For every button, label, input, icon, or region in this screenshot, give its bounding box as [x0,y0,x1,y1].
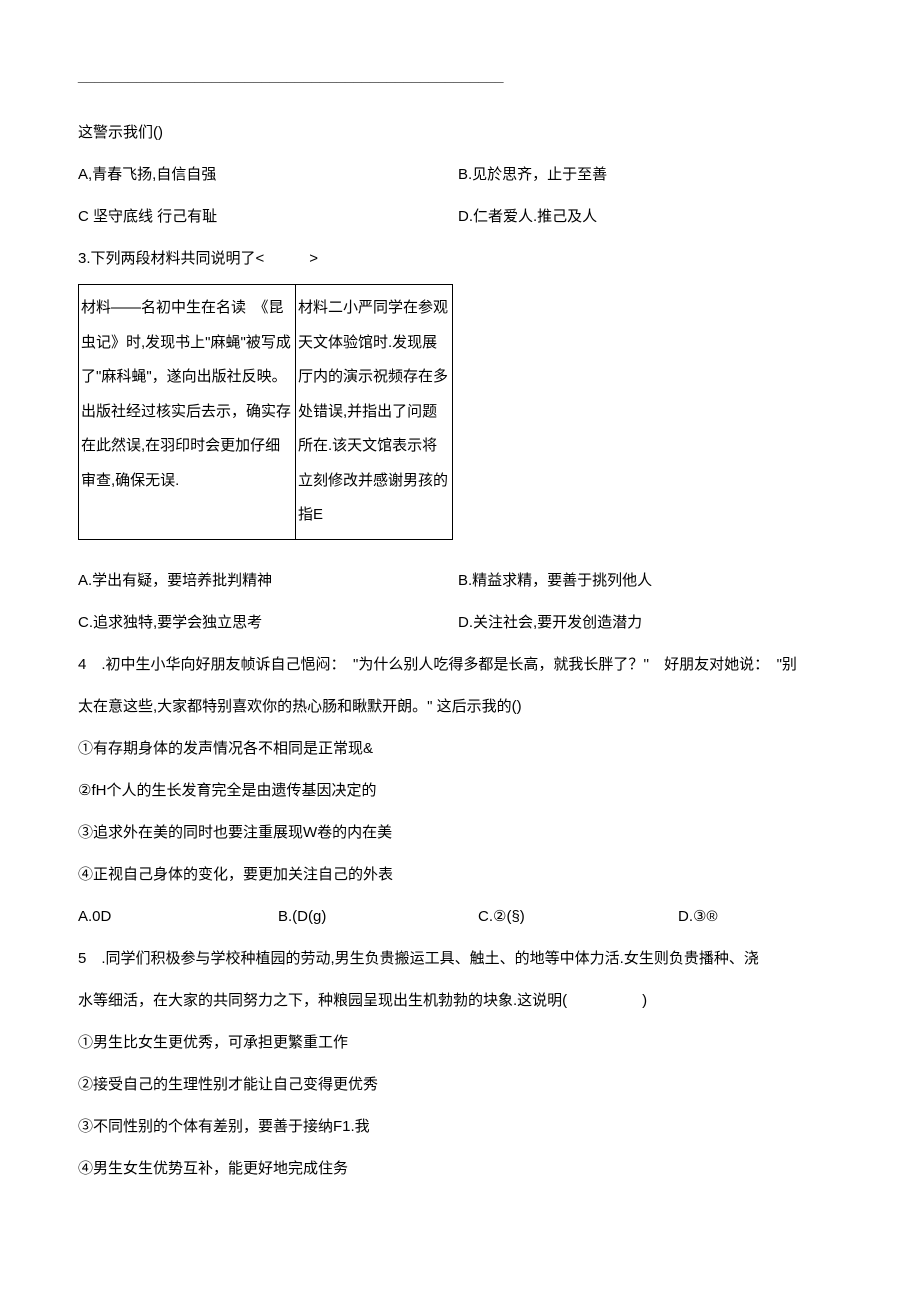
q2-prompt: 这警示我们() [78,112,842,154]
q3-material2: 材料二小严同学在参观天文体验馆时.发现展厅内的演示祝频存在多处错误,并指出了问题… [296,285,453,540]
q3-material-table: 材料——名初中生在名读 《昆虫记》时,发现书上"麻蝇"被写成了"麻科蝇"，遂向出… [78,284,453,540]
q3-option-c: C.追求独特,要学会独立思考 [78,602,458,644]
q2-option-b: B.见於思齐，止于至善 [458,154,842,196]
q4-option-d: D.③® [678,896,842,938]
q2-option-a: A,青春飞扬,自信自强 [78,154,458,196]
q4-option-c: C.②(§) [478,896,678,938]
q5-statement-3: ③不同性别的个体有差别，要善于接纳F1.我 [78,1106,842,1148]
q5-line1: 5 .同学们积极参与学校种植园的劳动,男生负贵搬运工具、触土、的地等中体力活.女… [78,938,842,980]
q4-option-b: B.(D(g) [278,896,478,938]
blank-underline: ________________________________________… [78,55,842,97]
q4-statement-1: ①有存期身体的发声情况各不相同是正常现& [78,728,842,770]
q5-statement-4: ④男生女生优势互补，能更好地完成住务 [78,1148,842,1190]
q2-option-c: C 坚守底线 行己有耻 [78,196,458,238]
q4-option-a: A.0D [78,896,278,938]
q3-material1: 材料——名初中生在名读 《昆虫记》时,发现书上"麻蝇"被写成了"麻科蝇"，遂向出… [79,285,296,540]
q5-statement-1: ①男生比女生更优秀，可承担更繁重工作 [78,1022,842,1064]
q3-option-d: D.关注社会,要开发创造潜力 [458,602,842,644]
q5-line2: 水等细活，在大家的共同努力之下，种粮园呈现出生机勃勃的块象.这说明( ) [78,980,842,1022]
q4-line2: 太在意这些,大家都特别喜欢你的热心肠和瞅默开朗。" 这后示我的() [78,686,842,728]
q4-statement-2: ②fH个人的生长发育完全是由遗传基因决定的 [78,770,842,812]
q4-statement-3: ③追求外在美的同时也要注重展现W卷的内在美 [78,812,842,854]
q3-header: 3.下列两段材料共同说明了< > [78,238,842,280]
q4-line1: 4 .初中生小华向好朋友帧诉自己悒闷： "为什么别人吃得多都是长高，就我长胖了？… [78,644,842,686]
q2-option-d: D.仁者爱人.推己及人 [458,196,842,238]
q3-option-a: A.学出有疑，要培养批判精神 [78,560,458,602]
q5-statement-2: ②接受自己的生理性别才能让自己变得更优秀 [78,1064,842,1106]
q4-statement-4: ④正视自己身体的变化，要更加关注自己的外表 [78,854,842,896]
q3-option-b: B.精益求精，要善于挑列他人 [458,560,842,602]
